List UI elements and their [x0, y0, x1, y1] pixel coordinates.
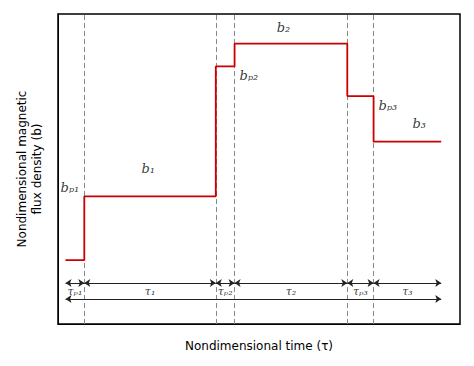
svg-text:τₚ₂: τₚ₂ [218, 285, 233, 298]
svg-text:b₁: b₁ [141, 161, 155, 176]
svg-text:Nondimensional time (τ): Nondimensional time (τ) [185, 339, 333, 353]
svg-text:b₃: b₃ [412, 116, 426, 131]
svg-text:τ₂: τ₂ [286, 285, 297, 298]
svg-text:flux density (b): flux density (b) [30, 124, 44, 215]
svg-text:τₚ₁: τₚ₁ [67, 285, 82, 298]
svg-text:bₚ₁: bₚ₁ [61, 180, 80, 195]
svg-text:τ₁: τ₁ [145, 285, 156, 298]
svg-text:b₂: b₂ [277, 20, 291, 35]
svg-text:τₚ₃: τₚ₃ [353, 285, 368, 298]
svg-text:bₚ₂: bₚ₂ [240, 68, 259, 83]
svg-text:bₚ₃: bₚ₃ [379, 98, 398, 113]
svg-text:Nondimensional magnetic: Nondimensional magnetic [15, 91, 29, 248]
svg-text:τ₃: τ₃ [402, 285, 413, 298]
